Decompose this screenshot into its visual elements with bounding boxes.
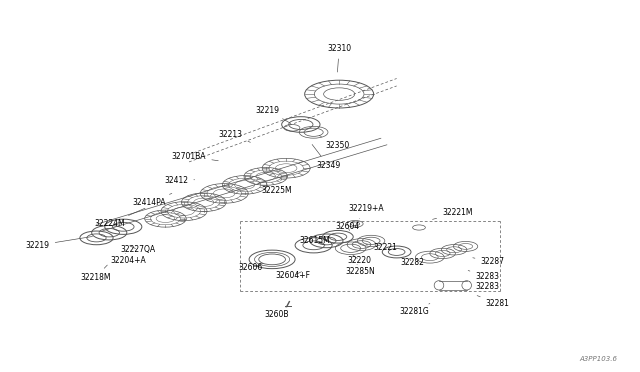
Text: 32604+F: 32604+F [276, 271, 310, 280]
Text: 32349: 32349 [312, 144, 340, 170]
Text: 32282: 32282 [401, 258, 424, 267]
Text: 32350: 32350 [319, 135, 349, 150]
Text: 32615M: 32615M [300, 236, 330, 246]
Text: 32204+A: 32204+A [111, 253, 147, 265]
Text: 32225M: 32225M [261, 179, 292, 195]
Text: 32219: 32219 [255, 106, 291, 124]
Text: 32281G: 32281G [399, 304, 430, 316]
Text: 32283: 32283 [470, 281, 499, 291]
Text: 32604: 32604 [335, 221, 360, 231]
Text: 32310: 32310 [327, 44, 351, 72]
Text: 32283: 32283 [468, 270, 499, 281]
Text: 32224M: 32224M [94, 208, 145, 228]
Text: A3PP103.6: A3PP103.6 [579, 356, 617, 362]
Text: 32414PA: 32414PA [132, 193, 172, 207]
Text: 32221: 32221 [366, 243, 397, 252]
Text: 32412: 32412 [164, 176, 195, 185]
Text: 32287: 32287 [473, 257, 504, 266]
Text: 32213: 32213 [219, 129, 250, 142]
Text: 32606: 32606 [239, 263, 263, 272]
Text: 32701BA: 32701BA [172, 152, 218, 161]
Text: 32281: 32281 [477, 296, 509, 308]
Text: 32220: 32220 [348, 255, 372, 264]
Text: 32219: 32219 [26, 237, 92, 250]
Text: 32285N: 32285N [346, 264, 375, 276]
Text: 32218M: 32218M [80, 265, 111, 282]
Text: 32219+A: 32219+A [348, 205, 384, 219]
Text: 32227QA: 32227QA [120, 245, 156, 254]
Text: 32221M: 32221M [433, 208, 472, 219]
Text: 3260B: 3260B [264, 307, 289, 319]
